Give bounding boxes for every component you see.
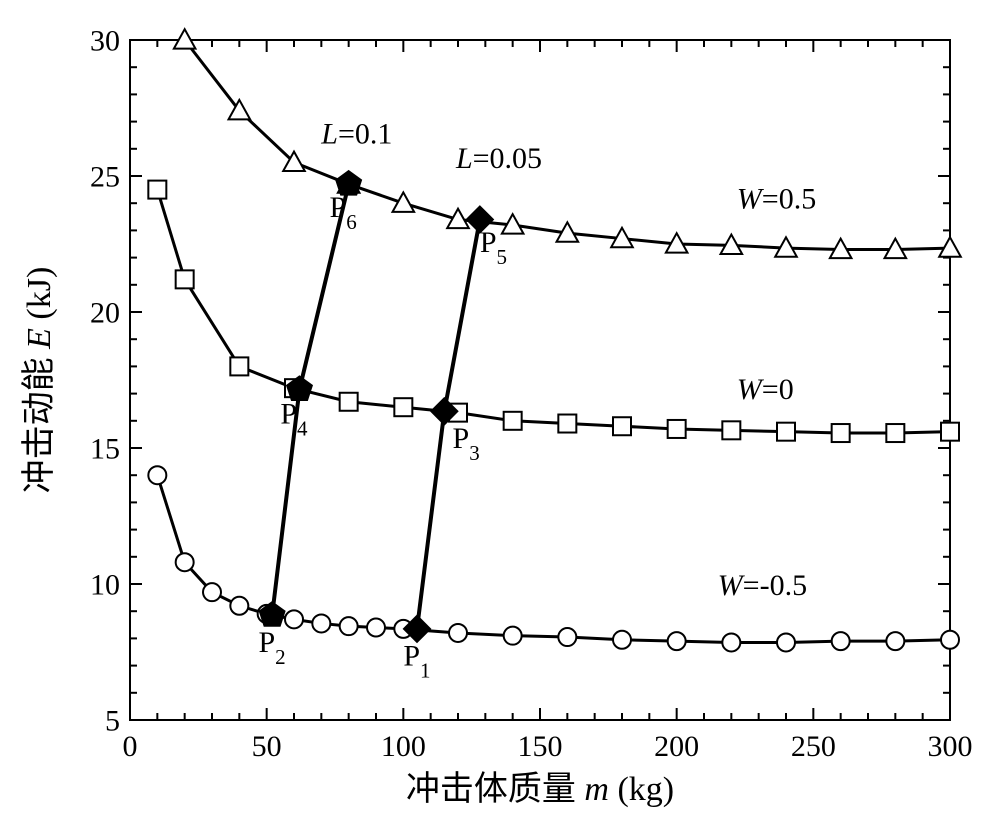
marker-circle — [832, 632, 850, 650]
x-tick-label: 250 — [791, 730, 836, 763]
x-tick-label: 300 — [928, 730, 973, 763]
x-tick-label: 200 — [654, 730, 699, 763]
x-axis-title: 冲击体质量 m (kg) — [406, 770, 674, 808]
marker-circle — [340, 617, 358, 635]
y-axis-title: 冲击动能 E (kJ) — [20, 267, 58, 494]
marker-square — [558, 415, 576, 433]
marker-square — [941, 423, 959, 441]
x-tick-label: 0 — [123, 730, 138, 763]
y-tick-label: 10 — [90, 569, 120, 602]
marker-circle — [613, 631, 631, 649]
x-tick-label: 50 — [252, 730, 282, 763]
series-label-W=-0.5: W=-0.5 — [718, 569, 807, 602]
marker-circle — [777, 633, 795, 651]
marker-square — [668, 420, 686, 438]
point-label-P6: P6 — [330, 191, 357, 234]
marker-diamond — [404, 616, 430, 642]
y-tick-label: 20 — [90, 297, 120, 330]
marker-circle — [886, 632, 904, 650]
marker-circle — [148, 466, 166, 484]
marker-square — [722, 421, 740, 439]
point-label-P1: P1 — [403, 640, 430, 683]
marker-circle — [312, 614, 330, 632]
iso-label-L=0.1: L=0.1 — [320, 117, 392, 150]
marker-square — [394, 398, 412, 416]
y-tick-label: 5 — [105, 705, 120, 738]
marker-circle — [285, 610, 303, 628]
marker-circle — [203, 583, 221, 601]
marker-circle — [504, 627, 522, 645]
marker-circle — [230, 597, 248, 615]
marker-square — [176, 270, 194, 288]
point-label-P2: P2 — [258, 626, 285, 669]
marker-circle — [668, 632, 686, 650]
marker-square — [886, 424, 904, 442]
marker-circle — [449, 624, 467, 642]
marker-circle — [176, 553, 194, 571]
series-label-W=0: W=0 — [737, 373, 794, 406]
chart-container: 0 50 100 150 200 250 300 5 10 15 20 25 30 冲击体质量 m (kg… — [0, 0, 1000, 822]
marker-square — [148, 181, 166, 199]
marker-square — [613, 417, 631, 435]
iso-label-L=0.05: L=0.05 — [455, 142, 542, 175]
x-tick-label: 150 — [518, 730, 563, 763]
series-label-W=0.5: W=0.5 — [737, 183, 816, 216]
marker-square — [504, 412, 522, 430]
x-tick-label: 100 — [381, 730, 426, 763]
marker-circle — [941, 631, 959, 649]
iso-line-L=0.05 — [417, 220, 480, 629]
y-tick-label: 25 — [90, 161, 120, 194]
marker-circle — [367, 619, 385, 637]
marker-circle — [558, 628, 576, 646]
marker-square — [832, 424, 850, 442]
y-tick-label: 30 — [90, 25, 120, 58]
marker-triangle — [174, 29, 196, 48]
series-line-W=0.5 — [185, 40, 950, 249]
marker-circle — [722, 633, 740, 651]
y-tick-label: 15 — [90, 433, 120, 466]
chart-svg: 0 50 100 150 200 250 300 5 10 15 20 25 30 冲击体质量 m (kg… — [0, 0, 1000, 822]
marker-square — [340, 393, 358, 411]
marker-square — [777, 423, 795, 441]
point-label-P3: P3 — [453, 422, 480, 465]
marker-square — [230, 357, 248, 375]
series-line-W=0 — [157, 190, 950, 433]
